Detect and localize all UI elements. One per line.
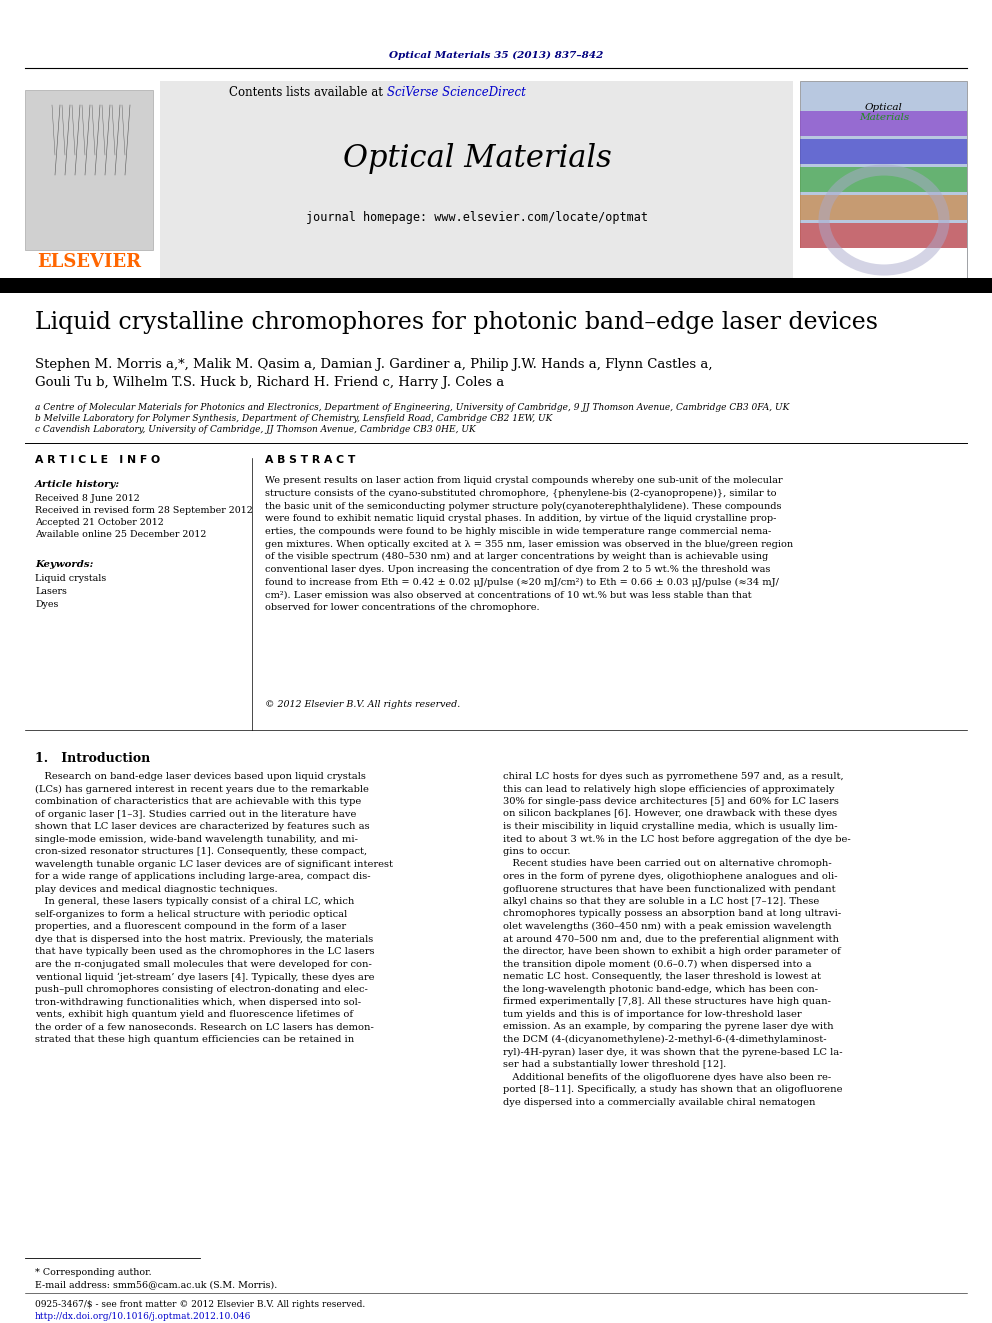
Bar — [20, 81, 158, 278]
Text: c Cavendish Laboratory, University of Cambridge, JJ Thomson Avenue, Cambridge CB: c Cavendish Laboratory, University of Ca… — [35, 425, 476, 434]
Bar — [800, 224, 967, 247]
Text: We present results on laser action from liquid crystal compounds whereby one sub: We present results on laser action from … — [265, 476, 794, 613]
Bar — [800, 167, 967, 192]
Text: Gouli Tu b, Wilhelm T.S. Huck b, Richard H. Friend c, Harry J. Coles a: Gouli Tu b, Wilhelm T.S. Huck b, Richard… — [35, 376, 504, 389]
Bar — [800, 247, 967, 278]
Text: Received 8 June 2012: Received 8 June 2012 — [35, 493, 140, 503]
Text: Available online 25 December 2012: Available online 25 December 2012 — [35, 531, 206, 538]
Text: Contents lists available at: Contents lists available at — [229, 86, 387, 98]
Text: Optical: Optical — [865, 103, 903, 112]
Text: Liquid crystalline chromophores for photonic band–edge laser devices: Liquid crystalline chromophores for phot… — [35, 311, 878, 333]
Bar — [160, 81, 793, 278]
Text: Stephen M. Morris a,*, Malik M. Qasim a, Damian J. Gardiner a, Philip J.W. Hands: Stephen M. Morris a,*, Malik M. Qasim a,… — [35, 359, 712, 370]
Text: Liquid crystals
Lasers
Dyes: Liquid crystals Lasers Dyes — [35, 574, 106, 610]
Bar — [800, 111, 967, 136]
Text: journal homepage: www.elsevier.com/locate/optmat: journal homepage: www.elsevier.com/locat… — [306, 212, 648, 225]
Text: Research on band-edge laser devices based upon liquid crystals
(LCs) has garnere: Research on band-edge laser devices base… — [35, 773, 393, 1044]
Text: SciVerse ScienceDirect: SciVerse ScienceDirect — [387, 86, 526, 98]
Text: A R T I C L E   I N F O: A R T I C L E I N F O — [35, 455, 160, 464]
Bar — [800, 139, 967, 164]
Text: * Corresponding author.: * Corresponding author. — [35, 1267, 152, 1277]
Text: 1.   Introduction: 1. Introduction — [35, 751, 150, 765]
Text: Keywords:: Keywords: — [35, 560, 93, 569]
Text: Accepted 21 October 2012: Accepted 21 October 2012 — [35, 519, 164, 527]
Text: http://dx.doi.org/10.1016/j.optmat.2012.10.046: http://dx.doi.org/10.1016/j.optmat.2012.… — [35, 1312, 251, 1320]
Text: E-mail address: smm56@cam.ac.uk (S.M. Morris).: E-mail address: smm56@cam.ac.uk (S.M. Mo… — [35, 1279, 277, 1289]
Text: Received in revised form 28 September 2012: Received in revised form 28 September 20… — [35, 505, 253, 515]
Text: 0925-3467/$ - see front matter © 2012 Elsevier B.V. All rights reserved.: 0925-3467/$ - see front matter © 2012 El… — [35, 1301, 365, 1308]
Text: Materials: Materials — [859, 114, 909, 123]
Text: © 2012 Elsevier B.V. All rights reserved.: © 2012 Elsevier B.V. All rights reserved… — [265, 700, 460, 709]
Text: ELSEVIER: ELSEVIER — [37, 253, 141, 271]
Text: A B S T R A C T: A B S T R A C T — [265, 455, 355, 464]
Text: Optical Materials 35 (2013) 837–842: Optical Materials 35 (2013) 837–842 — [389, 50, 603, 60]
Text: chiral LC hosts for dyes such as pyrromethene 597 and, as a result,
this can lea: chiral LC hosts for dyes such as pyrrome… — [503, 773, 851, 1107]
Bar — [800, 81, 967, 278]
Bar — [25, 90, 153, 250]
Bar — [0, 278, 992, 292]
Text: a Centre of Molecular Materials for Photonics and Electronics, Department of Eng: a Centre of Molecular Materials for Phot… — [35, 404, 790, 411]
Text: Article history:: Article history: — [35, 480, 120, 490]
Bar — [800, 194, 967, 220]
Text: b Melville Laboratory for Polymer Synthesis, Department of Chemistry, Lensfield : b Melville Laboratory for Polymer Synthe… — [35, 414, 553, 423]
Text: Optical Materials: Optical Materials — [342, 143, 611, 173]
